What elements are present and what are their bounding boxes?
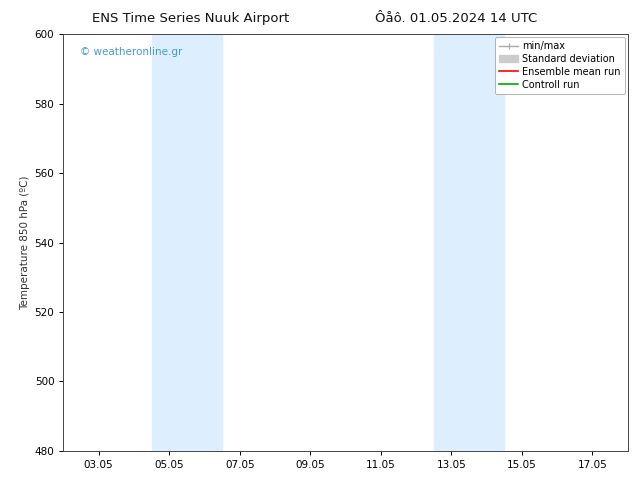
Text: Ôåô. 01.05.2024 14 UTC: Ôåô. 01.05.2024 14 UTC (375, 12, 538, 25)
Bar (434, 34, 504, 451)
Y-axis label: Temperature 850 hPa (ºC): Temperature 850 hPa (ºC) (20, 175, 30, 310)
Legend: min/max, Standard deviation, Ensemble mean run, Controll run: min/max, Standard deviation, Ensemble me… (495, 37, 624, 94)
Text: ENS Time Series Nuuk Airport: ENS Time Series Nuuk Airport (91, 12, 289, 25)
Text: © weatheronline.gr: © weatheronline.gr (81, 47, 183, 57)
Bar (152, 34, 222, 451)
